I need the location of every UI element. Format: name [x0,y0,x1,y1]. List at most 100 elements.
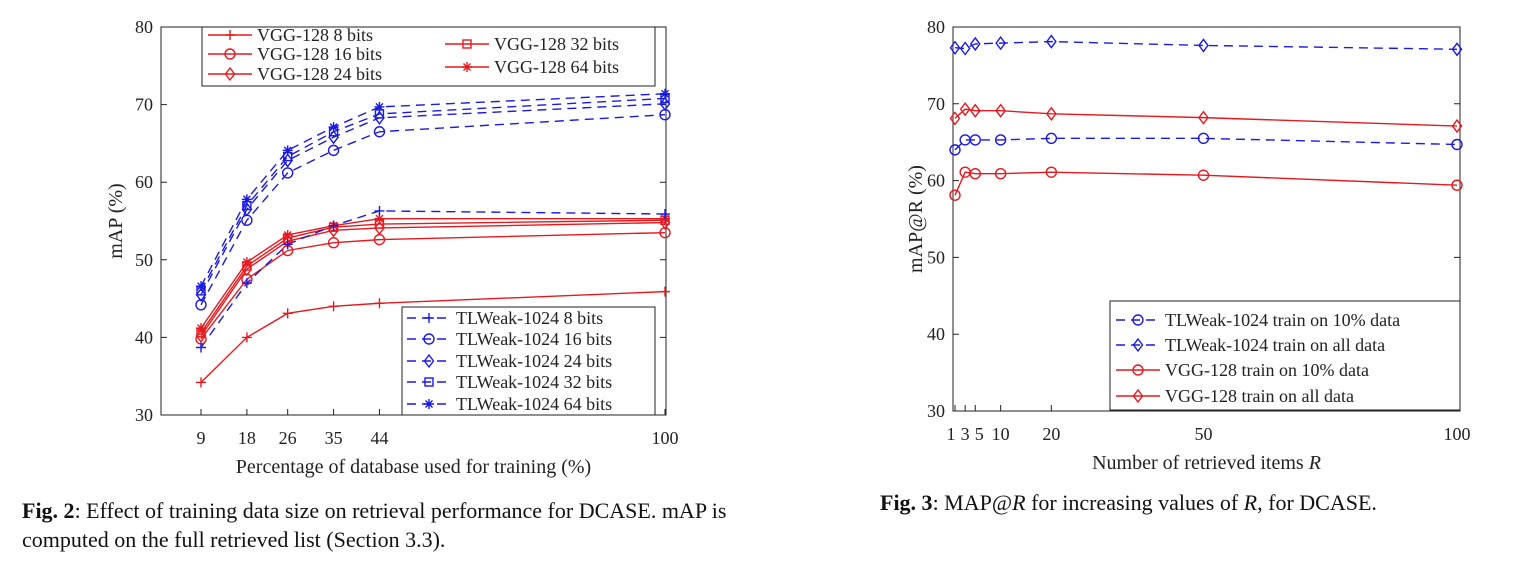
fig3-caption-var: R [1243,490,1258,515]
legend-label: VGG-128 32 bits [494,34,619,54]
x-axis-label-text: Number of retrieved items [1092,452,1309,474]
legend-entry: VGG-128 train on 10% data [1116,360,1369,380]
y-tick-label: 50 [135,250,153,270]
y-tick-label: 80 [135,17,153,37]
data-point [328,122,339,133]
fig3-caption-text: : MAP@ [932,490,1013,515]
series-vgg-128-32-bits [200,219,666,334]
legend-label: VGG-128 train on 10% data [1165,360,1369,380]
legend-entry: VGG-128 32 bits [445,34,619,54]
y-tick-label: 30 [927,401,945,421]
series-line [200,221,666,337]
y-tick-label: 80 [927,17,945,37]
legend-entry: TLWeak-1024 train on all data [1116,335,1385,355]
y-axis-label: mAP@R (%) [905,165,927,273]
data-point [1451,42,1463,57]
data-point [327,237,340,249]
data-point [282,153,294,168]
data-point [282,239,293,250]
x-axis-label: Percentage of database used for training… [236,456,591,478]
x-tick-label: 20 [1042,424,1060,444]
data-point [969,103,981,118]
legend-marker [424,399,434,409]
fig2-caption-label: Fig. 2 [22,498,75,523]
data-point [327,144,340,157]
legend-label: TLWeak-1024 16 bits [456,329,612,349]
data-point [995,103,1007,118]
series-line [954,137,1458,151]
legend-label: VGG-128 16 bits [257,44,382,64]
legend-entry: TLWeak-1024 train on 10% data [1116,310,1400,330]
data-point [994,134,1007,146]
x-tick-label: 50 [1194,424,1212,444]
data-point [969,167,981,180]
fig3-caption: Fig. 3: MAP@R for increasing values of R… [880,488,1520,517]
legend: TLWeak-1024 train on 10% data TLWeak-1024… [1109,300,1461,411]
legend-marker [423,353,435,369]
legend-entry: VGG-128 train on all data [1116,386,1354,406]
data-point [1197,169,1210,181]
legend-marker [224,66,236,82]
data-point [1197,132,1210,145]
x-tick-label: 44 [370,428,388,448]
data-point [959,102,971,117]
data-point [995,35,1007,51]
data-point [196,281,206,292]
x-axis-label-var: R [1308,452,1321,474]
data-point [196,323,206,334]
legend-label: VGG-128 64 bits [494,57,619,77]
series-line [200,231,666,340]
data-point [949,144,961,156]
series-tlweak-1024-8-bits [200,210,666,348]
data-point [1198,110,1209,125]
x-tick-label: 5 [975,424,984,444]
legend-marker [462,39,472,49]
data-point [241,257,252,268]
legend-label: TLWeak-1024 64 bits [456,394,612,414]
series-line [954,108,1458,127]
legend-entry: VGG-128 16 bits [208,44,382,64]
legend-marker [462,62,472,72]
legend-entry: TLWeak-1024 24 bits [407,351,612,371]
data-point [241,261,253,277]
legend-marker [225,30,235,40]
x-tick-label: 3 [961,424,970,444]
data-point [949,111,961,126]
legend-label: VGG-128 8 bits [257,25,373,45]
legend-marker [1132,364,1144,376]
data-point [328,301,339,312]
x-axis-label: Number of retrieved items R [1092,452,1321,474]
series-tlweak-1024-32-bits [200,97,666,292]
data-point [241,202,253,217]
legend-label: TLWeak-1024 train on 10% data [1165,310,1400,330]
data-point [374,213,385,224]
data-point [959,41,971,56]
data-point [1045,106,1057,121]
y-tick-label: 70 [927,94,945,114]
legend-marker [1132,314,1144,326]
y-tick-label: 60 [927,171,945,191]
series-line [200,217,665,329]
series-line [954,40,1458,50]
data-point [949,40,961,55]
chart-3: 30 40 50 60 70 80 1 3 5 10 20 50 100 Number of retrie… [905,17,1471,474]
data-point [328,220,339,231]
series-line [200,210,666,348]
data-point [282,229,293,240]
series-line [954,171,1458,196]
data-point [994,167,1007,180]
data-point [1198,38,1209,53]
legend-box [201,26,656,87]
data-point [1045,34,1057,49]
series-vgg-128-24-bits [200,221,666,337]
data-point [1451,118,1463,134]
series-vgg-128-64-bits [200,217,665,329]
series-line [200,113,666,306]
data-point [196,377,206,388]
series-vgg-128-8-bits [200,290,666,383]
legend-marker [424,313,434,323]
y-tick-label: 40 [927,324,945,344]
y-tick-label: 40 [135,327,153,347]
data-point [660,286,670,297]
chart-2: 30 40 50 60 70 80 9 18 26 35 44 100 Percentage of da… [105,17,679,478]
